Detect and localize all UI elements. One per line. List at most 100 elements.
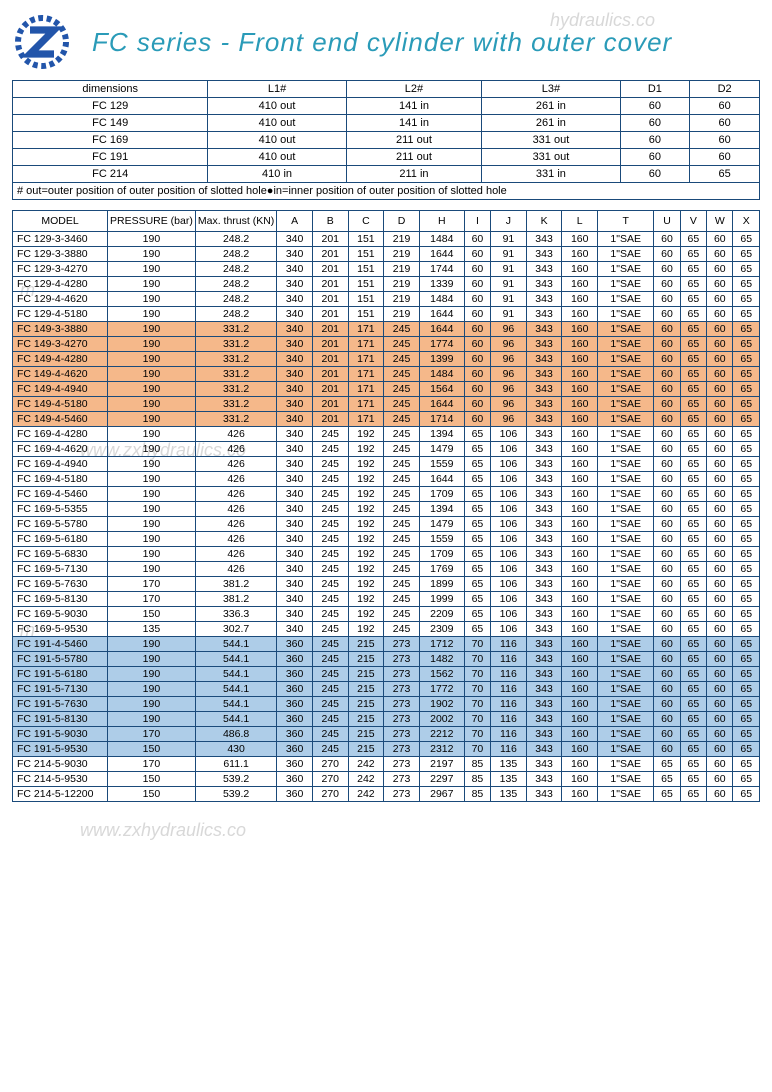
- spec-cell: 245: [384, 352, 420, 367]
- spec-cell: 65: [680, 637, 706, 652]
- spec-cell: 360: [277, 757, 313, 772]
- spec-cell: 60: [707, 502, 733, 517]
- spec-cell: 65: [733, 787, 760, 802]
- spec-cell: 340: [277, 412, 313, 427]
- spec-cell: 245: [312, 472, 348, 487]
- spec-cell: 135: [491, 772, 527, 787]
- spec-cell: 160: [562, 682, 598, 697]
- spec-cell: 116: [491, 637, 527, 652]
- spec-cell: 1644: [419, 322, 464, 337]
- spec-cell: 201: [312, 232, 348, 247]
- spec-cell: 343: [526, 727, 562, 742]
- spec-cell: 170: [108, 757, 196, 772]
- spec-cell: 160: [562, 382, 598, 397]
- spec-cell: 65: [733, 517, 760, 532]
- spec-cell: 1"SAE: [598, 727, 654, 742]
- spec-col-header: X: [733, 211, 760, 232]
- spec-cell: 245: [312, 682, 348, 697]
- spec-cell: 219: [384, 232, 420, 247]
- spec-cell: 242: [348, 772, 384, 787]
- spec-cell: 343: [526, 517, 562, 532]
- spec-cell: FC 129-4-4280: [13, 277, 108, 292]
- spec-cell: 201: [312, 352, 348, 367]
- spec-row: FC 191-5-7630190544.13602452152731902701…: [13, 697, 760, 712]
- spec-cell: 245: [312, 562, 348, 577]
- spec-cell: 65: [654, 757, 680, 772]
- spec-row: FC 169-5-7630170381.23402451922451899651…: [13, 577, 760, 592]
- spec-row: FC 149-3-3880190331.23402011712451644609…: [13, 322, 760, 337]
- dim-cell: 65: [690, 166, 760, 183]
- dim-cell: 211 out: [346, 132, 482, 149]
- spec-cell: 60: [464, 322, 490, 337]
- spec-cell: 343: [526, 757, 562, 772]
- spec-cell: 65: [654, 772, 680, 787]
- spec-cell: FC 149-4-5460: [13, 412, 108, 427]
- spec-cell: 65: [733, 592, 760, 607]
- spec-cell: 1394: [419, 502, 464, 517]
- spec-cell: 190: [108, 367, 196, 382]
- spec-cell: 245: [384, 502, 420, 517]
- spec-cell: 160: [562, 307, 598, 322]
- spec-cell: 60: [707, 442, 733, 457]
- spec-cell: 60: [654, 292, 680, 307]
- spec-cell: 106: [491, 517, 527, 532]
- dim-col-header: L2#: [346, 81, 482, 98]
- spec-cell: 160: [562, 637, 598, 652]
- spec-cell: 60: [707, 697, 733, 712]
- spec-cell: 60: [464, 412, 490, 427]
- spec-cell: 343: [526, 472, 562, 487]
- spec-cell: 242: [348, 757, 384, 772]
- spec-cell: 190: [108, 682, 196, 697]
- spec-cell: 116: [491, 742, 527, 757]
- spec-cell: 135: [491, 757, 527, 772]
- spec-cell: 60: [707, 517, 733, 532]
- spec-cell: 1"SAE: [598, 667, 654, 682]
- spec-cell: 96: [491, 412, 527, 427]
- spec-cell: 245: [384, 472, 420, 487]
- spec-cell: 331.2: [195, 412, 276, 427]
- spec-cell: 65: [733, 487, 760, 502]
- spec-cell: 60: [707, 232, 733, 247]
- spec-cell: 65: [733, 322, 760, 337]
- spec-row: FC 169-5-7130190426340245192245176965106…: [13, 562, 760, 577]
- header: FC series - Front end cylinder with oute…: [12, 12, 760, 72]
- spec-cell: 245: [312, 502, 348, 517]
- spec-cell: 96: [491, 322, 527, 337]
- spec-cell: 171: [348, 412, 384, 427]
- spec-cell: 245: [384, 547, 420, 562]
- spec-cell: 245: [312, 697, 348, 712]
- spec-cell: 245: [384, 562, 420, 577]
- spec-cell: 60: [654, 667, 680, 682]
- spec-cell: FC 169-4-4940: [13, 457, 108, 472]
- spec-cell: 60: [707, 352, 733, 367]
- spec-cell: 85: [464, 787, 490, 802]
- dim-cell: 331 out: [482, 149, 620, 166]
- spec-cell: 245: [312, 517, 348, 532]
- spec-cell: 190: [108, 637, 196, 652]
- spec-cell: 219: [384, 262, 420, 277]
- spec-cell: 340: [277, 352, 313, 367]
- spec-cell: 60: [654, 637, 680, 652]
- spec-cell: 65: [733, 667, 760, 682]
- spec-cell: 340: [277, 502, 313, 517]
- spec-cell: 340: [277, 562, 313, 577]
- spec-cell: 70: [464, 652, 490, 667]
- spec-cell: 65: [680, 697, 706, 712]
- spec-cell: 1"SAE: [598, 532, 654, 547]
- dim-col-header: dimensions: [13, 81, 208, 98]
- spec-cell: 65: [654, 787, 680, 802]
- spec-cell: 60: [707, 337, 733, 352]
- spec-cell: 1"SAE: [598, 607, 654, 622]
- spec-cell: 340: [277, 382, 313, 397]
- spec-cell: 343: [526, 277, 562, 292]
- spec-cell: 190: [108, 457, 196, 472]
- spec-cell: 381.2: [195, 592, 276, 607]
- spec-cell: 135: [491, 787, 527, 802]
- spec-cell: 340: [277, 592, 313, 607]
- spec-col-header: I: [464, 211, 490, 232]
- spec-cell: 60: [654, 262, 680, 277]
- dim-row: FC 169410 out211 out331 out6060: [13, 132, 760, 149]
- spec-cell: 160: [562, 457, 598, 472]
- spec-cell: 60: [707, 427, 733, 442]
- spec-cell: 60: [464, 307, 490, 322]
